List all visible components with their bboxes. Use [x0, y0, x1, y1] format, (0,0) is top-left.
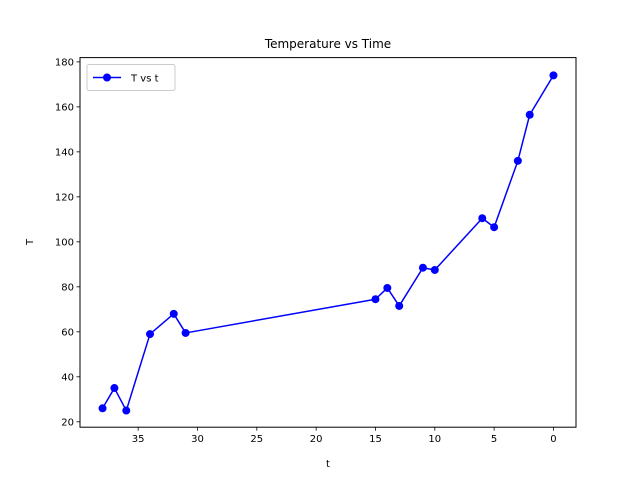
y-tick-label: 80	[61, 282, 74, 293]
data-point	[513, 156, 522, 165]
legend-box	[86, 64, 176, 91]
y-tick-label: 160	[55, 102, 74, 113]
x-tick-label: 15	[369, 434, 382, 445]
x-tick-label: 5	[491, 434, 497, 445]
y-tick-label: 140	[55, 147, 74, 158]
y-tick-label: 60	[61, 327, 74, 338]
x-tick-label: 10	[428, 434, 441, 445]
data-point	[122, 406, 131, 415]
data-point	[98, 404, 107, 413]
data-point	[549, 71, 558, 80]
y-tick-label: 100	[55, 237, 74, 248]
legend: T vs t	[86, 64, 176, 91]
x-axis: 35 30 25 20 15 10 5 0	[132, 427, 557, 445]
data-point	[418, 263, 427, 272]
data-point	[395, 301, 404, 310]
y-tick-label: 180	[55, 57, 74, 68]
data-point	[383, 283, 392, 292]
legend-marker-swatch	[103, 73, 111, 82]
data-point	[490, 223, 499, 232]
y-tick-label: 20	[61, 417, 74, 428]
y-tick-label: 40	[61, 372, 74, 383]
x-tick-label: 0	[550, 434, 556, 445]
data-point	[478, 214, 487, 223]
data-point	[371, 295, 380, 304]
x-axis-label: t	[326, 459, 330, 470]
data-point	[525, 110, 534, 119]
plot-area	[79, 57, 577, 428]
legend-label: T vs t	[130, 74, 159, 85]
chart-title: Temperature vs Time	[264, 37, 391, 51]
x-tick-label: 30	[191, 434, 204, 445]
y-axis: 20 40 60 80 100 120 140 160 180	[55, 57, 80, 428]
series-layer	[98, 71, 558, 415]
y-axis-label: T	[25, 238, 36, 246]
y-tick-label: 120	[55, 192, 74, 203]
plot-frame	[79, 57, 577, 428]
x-tick-label: 35	[132, 434, 145, 445]
data-point	[181, 328, 190, 337]
series-line	[101, 74, 555, 412]
x-tick-label: 20	[310, 434, 323, 445]
data-point	[169, 309, 178, 318]
data-point	[146, 330, 155, 339]
data-point	[430, 265, 439, 274]
x-tick-label: 25	[250, 434, 263, 445]
data-point	[110, 384, 119, 393]
